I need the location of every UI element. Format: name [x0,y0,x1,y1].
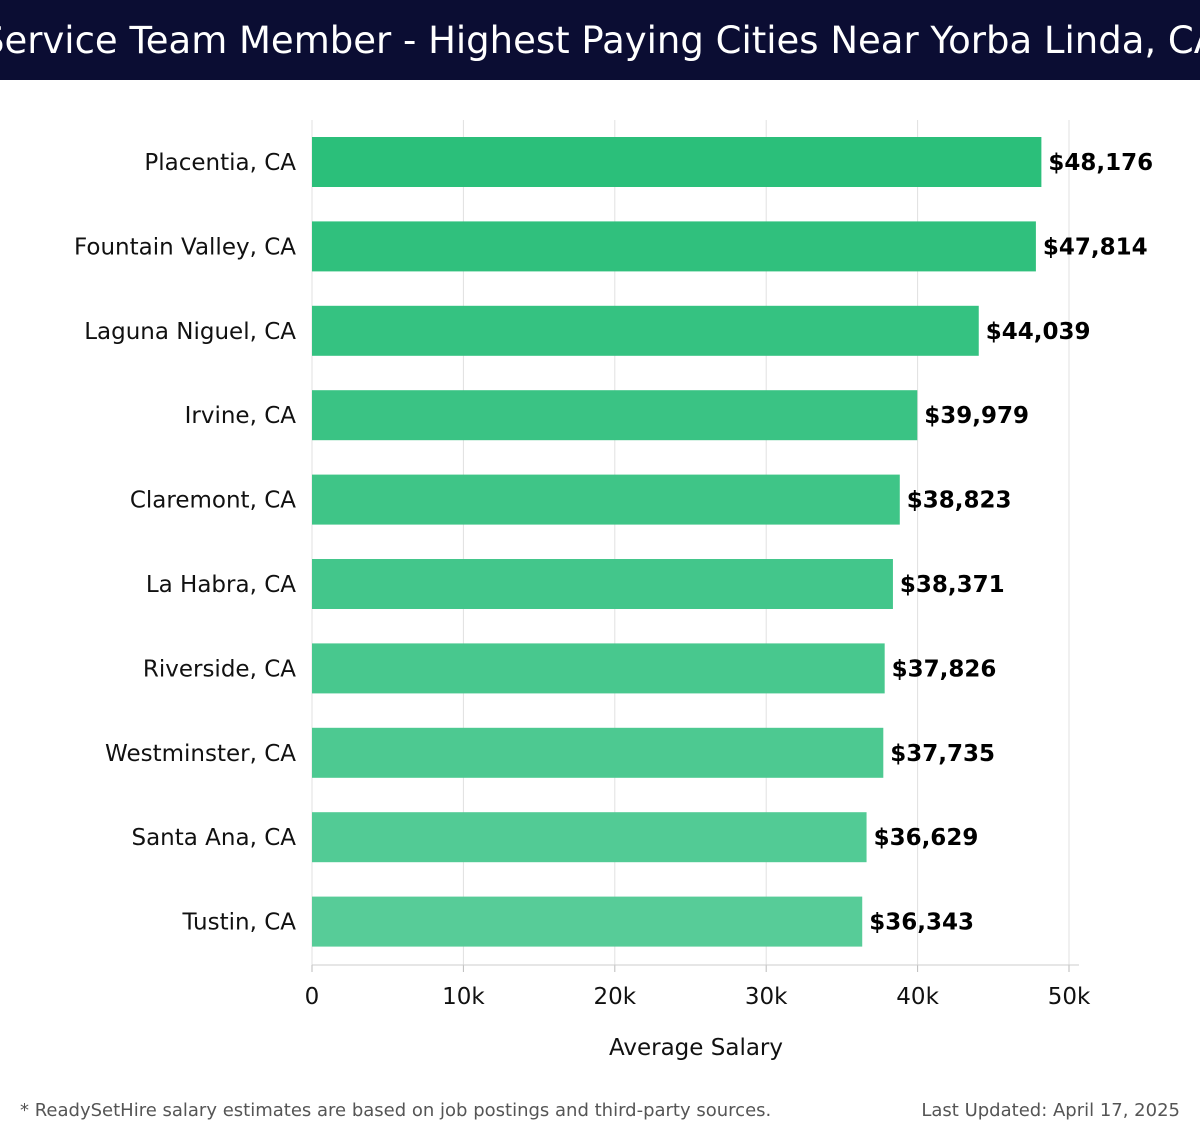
last-updated: Last Updated: April 17, 2025 [921,1100,1180,1121]
data-label: $44,039 [986,319,1091,345]
bars [312,137,1042,947]
x-axis-title: Average Salary [609,1035,783,1061]
bar [312,390,918,441]
x-tick-label: 40k [896,984,939,1010]
data-label: $36,629 [874,825,979,851]
bar [312,137,1042,187]
category-label: Laguna Niguel, CA [84,319,296,345]
bar [312,812,867,863]
category-label: Tustin, CA [181,910,296,936]
category-labels: Placentia, CA Fountain Valley, CA Laguna N… [74,150,296,936]
x-tick-label: 10k [442,984,485,1010]
category-label: Westminster, CA [105,741,296,767]
data-label: $37,826 [892,656,997,682]
data-label: $47,814 [1043,234,1148,260]
value-labels: $48,176 $47,814 $44,039 $39,979 $38,823 $38,3… [869,150,1153,936]
x-tick-label: 50k [1048,984,1091,1010]
category-label: Claremont, CA [130,488,296,514]
category-label: Irvine, CA [185,403,297,429]
bar [312,305,979,356]
data-label: $48,176 [1048,150,1153,176]
x-axis: 0 10k 20k 30k 40k 50k [305,964,1091,1010]
data-label: $38,371 [900,572,1005,598]
x-tick-label: 30k [745,984,788,1010]
bar [312,221,1036,272]
data-label: $39,979 [924,403,1029,429]
x-tick-label: 20k [594,984,637,1010]
data-label: $37,735 [890,741,995,767]
category-label: Fountain Valley, CA [74,234,296,260]
data-label: $36,343 [869,910,974,936]
category-label: Riverside, CA [143,656,296,682]
chart-title: Service Team Member - Highest Paying Cit… [0,0,1200,80]
x-tick-label: 0 [305,984,320,1010]
category-label: La Habra, CA [146,572,296,598]
bar [312,559,893,609]
category-label: Santa Ana, CA [131,825,296,851]
category-label: Placentia, CA [144,150,296,176]
footnote-source: * ReadySetHire salary estimates are base… [20,1100,772,1121]
bar [312,727,884,778]
bar [312,643,885,694]
bar [312,474,900,525]
bar [312,896,863,947]
data-label: $38,823 [907,488,1012,514]
